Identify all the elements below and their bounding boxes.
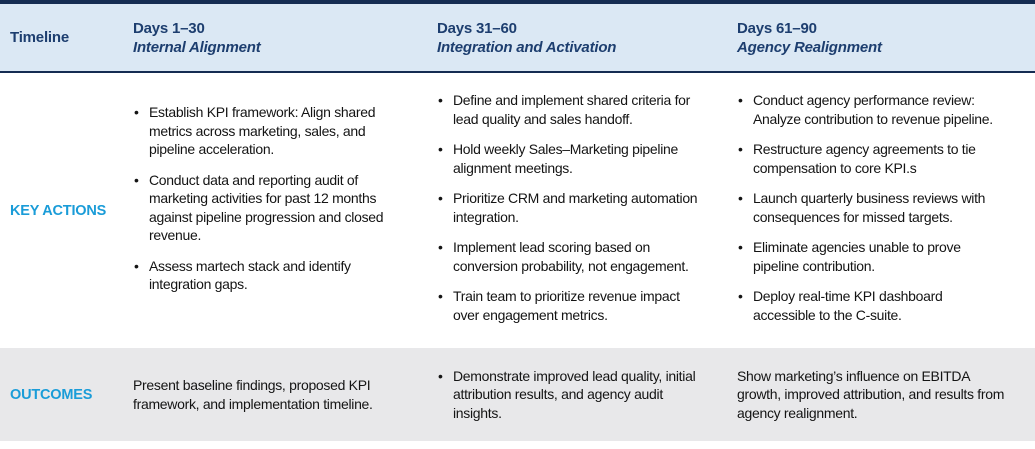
outcomes-row: OUTCOMES Present baseline findings, prop…: [0, 348, 1035, 441]
key-actions-phase-2: Define and implement shared criteria for…: [437, 73, 737, 348]
key-action-item: Establish KPI framework: Align shared me…: [133, 103, 409, 159]
row-label-outcomes-cell: OUTCOMES: [0, 348, 133, 441]
key-action-item: Conduct data and reporting audit of mark…: [133, 171, 409, 245]
key-action-item: Deploy real-time KPI dashboard accessibl…: [737, 287, 1007, 324]
key-actions-phase-1: Establish KPI framework: Align shared me…: [133, 73, 437, 348]
outcomes-phase-1: Present baseline findings, proposed KPI …: [133, 348, 437, 441]
key-action-item: Restructure agency agreements to tie com…: [737, 140, 1007, 177]
outcome-text: Demonstrate improved lead quality, initi…: [437, 367, 709, 423]
key-action-item: Launch quarterly business reviews with c…: [737, 189, 1007, 226]
row-label-key-actions: KEY ACTIONS: [10, 202, 107, 219]
phase-3-title: Agency Realignment: [737, 38, 882, 56]
outcome-text: Show marketing’s influence on EBITDA gro…: [737, 367, 1005, 421]
outcomes-phase-3: Show marketing’s influence on EBITDA gro…: [737, 348, 1035, 441]
row-label-timeline-cell: Timeline: [0, 4, 133, 71]
column-header-phase-2: Days 31–60 Integration and Activation: [437, 4, 737, 71]
key-actions-list-phase-3: Conduct agency performance review: Analy…: [737, 91, 1007, 324]
phase-2-title: Integration and Activation: [437, 38, 617, 56]
phase-2-days: Days 31–60: [437, 19, 517, 37]
key-action-item: Hold weekly Sales–Marketing pipeline ali…: [437, 140, 709, 177]
key-action-item: Implement lead scoring based on conversi…: [437, 238, 709, 275]
key-action-item: Assess martech stack and identify integr…: [133, 257, 409, 294]
row-label-timeline: Timeline: [10, 29, 69, 46]
phase-1-days: Days 1–30: [133, 19, 205, 37]
column-header-phase-3: Days 61–90 Agency Realignment: [737, 4, 1035, 71]
key-action-item: Eliminate agencies unable to prove pipel…: [737, 238, 1007, 275]
key-actions-list-phase-1: Establish KPI framework: Align shared me…: [133, 103, 409, 294]
key-action-item: Conduct agency performance review: Analy…: [737, 91, 1007, 128]
key-actions-list-phase-2: Define and implement shared criteria for…: [437, 91, 709, 324]
outcomes-phase-2: Demonstrate improved lead quality, initi…: [437, 348, 737, 441]
row-label-outcomes: OUTCOMES: [10, 386, 93, 403]
phase-1-title: Internal Alignment: [133, 38, 261, 56]
phase-3-days: Days 61–90: [737, 19, 817, 37]
key-actions-row: KEY ACTIONS Establish KPI framework: Ali…: [0, 73, 1035, 348]
timeline-header-row: Timeline Days 1–30 Internal Alignment Da…: [0, 4, 1035, 73]
key-action-item: Define and implement shared criteria for…: [437, 91, 709, 128]
column-header-phase-1: Days 1–30 Internal Alignment: [133, 4, 437, 71]
key-action-item: Train team to prioritize revenue impact …: [437, 287, 709, 324]
key-actions-phase-3: Conduct agency performance review: Analy…: [737, 73, 1035, 348]
outcome-text: Present baseline findings, proposed KPI …: [133, 377, 373, 412]
key-action-item: Prioritize CRM and marketing automation …: [437, 189, 709, 226]
row-label-key-actions-cell: KEY ACTIONS: [0, 73, 133, 348]
